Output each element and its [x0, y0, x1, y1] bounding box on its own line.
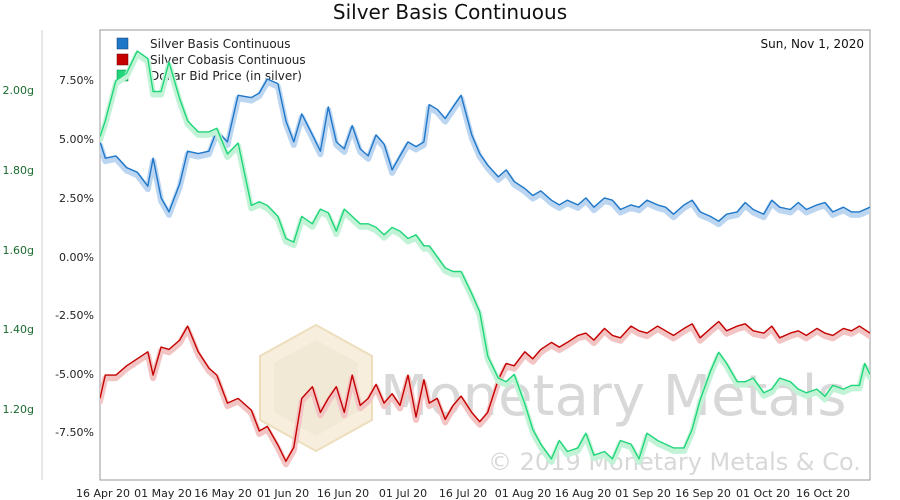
x-tick-label: 01 May 20	[134, 487, 192, 500]
series-line-basis	[100, 78, 870, 222]
y-left-tick-label: 2.00g	[3, 84, 34, 97]
x-tick-label: 16 Sep 20	[675, 487, 731, 500]
x-tick-label: 16 Jun 20	[317, 487, 369, 500]
x-tick-label: 01 Jul 20	[379, 487, 427, 500]
y-right-tick-label: 2.50%	[59, 192, 94, 205]
x-tick-label: 01 Aug 20	[495, 487, 551, 500]
legend-label-cobasis: Silver Cobasis Continuous	[150, 53, 306, 67]
series-layer	[100, 50, 870, 468]
watermark-logo-inner-icon	[274, 340, 358, 436]
x-tick-label: 16 May 20	[194, 487, 252, 500]
x-tick-label: 01 Oct 20	[736, 487, 790, 500]
y-right-tick-label: -7.50%	[55, 426, 94, 439]
series-line-dollar	[100, 50, 870, 460]
x-tick-label: 01 Sep 20	[615, 487, 671, 500]
legend: Silver Basis Continuous Silver Cobasis C…	[116, 37, 306, 83]
y-right-tick-label: -2.50%	[55, 309, 94, 322]
y-left-axis: 2.00g 1.80g 1.60g 1.40g 1.20g	[3, 84, 34, 416]
y-left-tick-label: 1.40g	[3, 323, 34, 336]
y-right-tick-label: -5.00%	[55, 368, 94, 381]
date-label: Sun, Nov 1, 2020	[761, 37, 865, 51]
legend-label-basis: Silver Basis Continuous	[150, 37, 291, 51]
y-left-tick-label: 1.20g	[3, 403, 34, 416]
y-left-tick-label: 1.60g	[3, 244, 34, 257]
y-right-axis: 7.50% 5.00% 2.50% 0.00% -2.50% -5.00% -7…	[55, 74, 94, 439]
series-shadow-cobasis	[100, 321, 870, 468]
x-tick-label: 16 Jul 20	[439, 487, 487, 500]
y-right-tick-label: 7.50%	[59, 74, 94, 87]
legend-label-dollar: Dollar Bid Price (in silver)	[150, 69, 302, 83]
y-left-tick-label: 1.80g	[3, 164, 34, 177]
x-tick-label: 16 Oct 20	[796, 487, 850, 500]
legend-swatch-cobasis	[116, 53, 129, 66]
series-line-cobasis	[100, 320, 870, 462]
y-right-tick-label: 0.00%	[59, 251, 94, 264]
chart-title: Silver Basis Continuous	[333, 0, 567, 24]
x-tick-label: 01 Jun 20	[257, 487, 309, 500]
x-axis: 16 Apr 20 01 May 20 16 May 20 01 Jun 20 …	[76, 487, 850, 500]
y-right-tick-label: 5.00%	[59, 133, 94, 146]
legend-swatch-basis	[116, 37, 129, 50]
x-tick-label: 16 Apr 20	[76, 487, 130, 500]
x-tick-label: 16 Aug 20	[555, 487, 611, 500]
